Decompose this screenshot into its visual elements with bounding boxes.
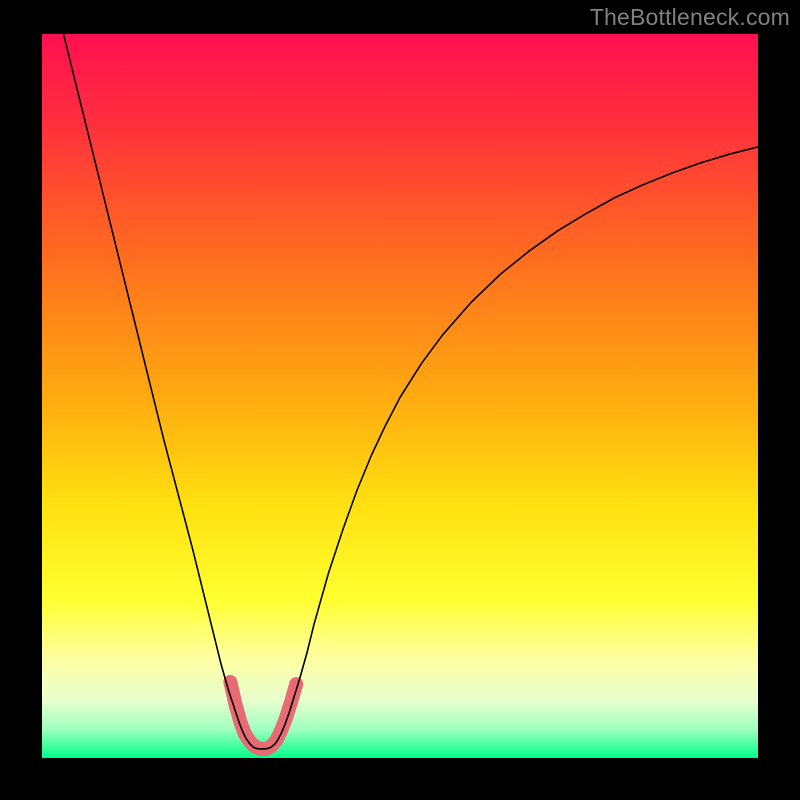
plot-area bbox=[42, 34, 758, 758]
chart-svg bbox=[42, 34, 758, 758]
watermark-text: TheBottleneck.com bbox=[590, 4, 790, 31]
outer-frame: TheBottleneck.com bbox=[0, 0, 800, 800]
